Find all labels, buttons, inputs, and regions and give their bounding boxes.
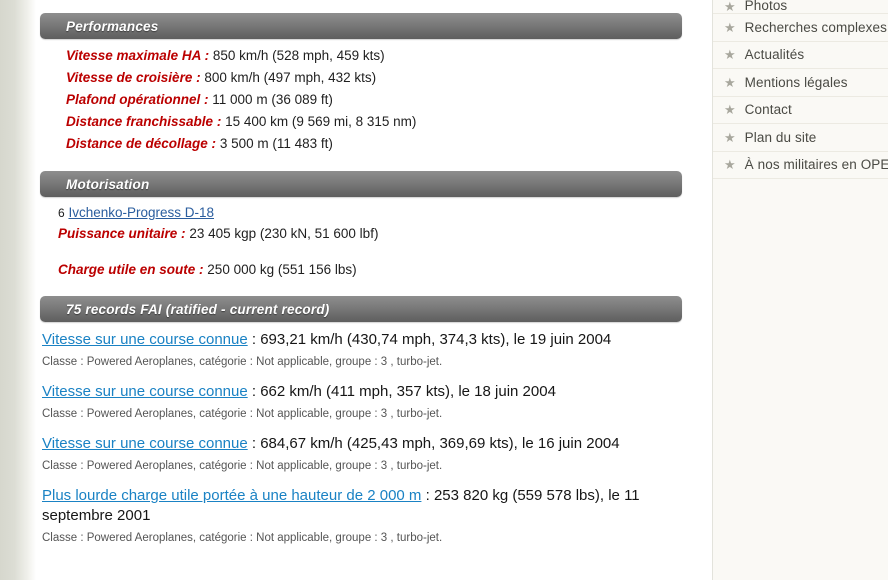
record-meta: Classe : Powered Aeroplanes, catégorie :… (42, 532, 443, 544)
column-divider (712, 0, 713, 580)
sidebar-nav-list: ★ Photos ★ Recherches complexes ★ Actual… (713, 0, 888, 179)
left-gutter-gradient (0, 0, 36, 580)
sidebar-item-label: À nos militaires en OPEX (744, 157, 888, 173)
star-icon: ★ (724, 157, 736, 173)
spec-value: 23 405 kgp (230 kN, 51 600 lbf) (189, 226, 379, 241)
spec-value: 11 000 m (36 089 ft) (212, 92, 333, 107)
spec-label: Vitesse de croisière : (66, 70, 201, 85)
section-header-motorisation: Motorisation (40, 171, 682, 197)
record-item: Vitesse sur une course connue : 693,21 k… (38, 330, 712, 369)
record-main-line: Plus lourde charge utile portée à une ha… (40, 486, 712, 526)
section-header-records: 75 records FAI (ratified - current recor… (40, 296, 682, 322)
engine-count: 6 (58, 206, 65, 220)
spec-label: Vitesse maximale HA : (66, 48, 210, 63)
star-icon: ★ (724, 0, 736, 14)
spec-row: Distance franchissable : 15 400 km (9 56… (66, 111, 712, 133)
record-meta: Classe : Powered Aeroplanes, catégorie :… (42, 356, 443, 368)
record-meta: Classe : Powered Aeroplanes, catégorie :… (42, 460, 443, 472)
record-link[interactable]: Vitesse sur une course connue (42, 383, 248, 400)
spec-value: 800 km/h (497 mph, 432 kts) (204, 70, 377, 85)
record-main-line: Vitesse sur une course connue : 693,21 k… (40, 330, 712, 350)
sidebar-item-label: Plan du site (744, 129, 817, 145)
record-item: Vitesse sur une course connue : 684,67 k… (38, 434, 712, 473)
record-item: Vitesse sur une course connue : 662 km/h… (38, 382, 712, 421)
sidebar-item-actualites[interactable]: ★ Actualités (713, 42, 888, 69)
engine-link[interactable]: Ivchenko-Progress D-18 (68, 205, 215, 220)
spec-label: Plafond opérationnel : (66, 92, 209, 107)
spec-value: 15 400 km (9 569 mi, 8 315 nm) (225, 114, 417, 129)
record-value: : 662 km/h (411 mph, 357 kts), le 18 jui… (247, 383, 556, 400)
payload-row: Charge utile en soute : 250 000 kg (551 … (58, 259, 712, 281)
record-link[interactable]: Vitesse sur une course connue (42, 331, 248, 348)
star-icon: ★ (724, 102, 736, 118)
sidebar-item-label: Actualités (744, 47, 805, 63)
section-title-records: 75 records FAI (ratified - current recor… (66, 301, 330, 317)
section-title-motorisation: Motorisation (66, 176, 150, 192)
record-value: : 684,67 km/h (425,43 mph, 369,69 kts), … (247, 435, 620, 452)
engine-power-row: Puissance unitaire : 23 405 kgp (230 kN,… (58, 223, 712, 245)
sidebar-item-label: Photos (744, 0, 788, 13)
engine-row: 6 Ivchenko-Progress D-18 (58, 203, 712, 223)
spec-row: Plafond opérationnel : 11 000 m (36 089 … (66, 89, 712, 111)
record-main-line: Vitesse sur une course connue : 684,67 k… (40, 434, 712, 454)
spec-row: Distance de décollage : 3 500 m (11 483 … (66, 133, 712, 155)
spec-row: Vitesse de croisière : 800 km/h (497 mph… (66, 67, 712, 89)
section-title-performances: Performances (66, 18, 159, 34)
right-sidebar: ★ Photos ★ Recherches complexes ★ Actual… (713, 0, 888, 580)
sidebar-item-photos[interactable]: ★ Photos (713, 0, 888, 14)
sidebar-item-mentions-legales[interactable]: ★ Mentions légales (713, 69, 888, 97)
section-header-performances: Performances (40, 13, 682, 39)
record-item: Plus lourde charge utile portée à une ha… (38, 486, 712, 545)
sidebar-item-recherches-complexes[interactable]: ★ Recherches complexes (713, 14, 888, 42)
spec-label: Puissance unitaire : (58, 226, 186, 241)
record-link[interactable]: Vitesse sur une course connue (42, 435, 248, 452)
sidebar-item-label: Contact (744, 102, 792, 118)
star-icon: ★ (724, 47, 736, 63)
spec-label: Distance de décollage : (66, 136, 217, 151)
record-value: : 253 820 kg (559 578 lbs), le 11 septem… (42, 487, 640, 524)
record-value: : 693,21 km/h (430,74 mph, 374,3 kts), l… (247, 331, 612, 348)
star-icon: ★ (724, 19, 736, 35)
spec-row: Vitesse maximale HA : 850 km/h (528 mph,… (66, 45, 712, 67)
sidebar-item-label: Mentions légales (744, 74, 848, 90)
spec-label: Distance franchissable : (66, 114, 222, 129)
motorisation-block: 6 Ivchenko-Progress D-18 Puissance unita… (36, 197, 712, 281)
spec-value: 250 000 kg (551 156 lbs) (207, 262, 357, 277)
record-link[interactable]: Plus lourde charge utile portée à une ha… (42, 487, 422, 504)
sidebar-item-a-nos-militaires-en-opex[interactable]: ★ À nos militaires en OPEX (713, 152, 888, 179)
star-icon: ★ (724, 74, 736, 90)
star-icon: ★ (724, 129, 736, 145)
spacer (58, 245, 712, 259)
sidebar-item-plan-du-site[interactable]: ★ Plan du site (713, 124, 888, 152)
record-meta: Classe : Powered Aeroplanes, catégorie :… (42, 408, 443, 420)
sidebar-item-contact[interactable]: ★ Contact (713, 97, 888, 124)
records-list: Vitesse sur une course connue : 693,21 k… (36, 322, 712, 545)
record-main-line: Vitesse sur une course connue : 662 km/h… (40, 382, 712, 402)
spec-value: 850 km/h (528 mph, 459 kts) (212, 48, 385, 63)
spec-label: Charge utile en soute : (58, 262, 204, 277)
spec-value: 3 500 m (11 483 ft) (219, 136, 333, 151)
main-content-column: Performances Vitesse maximale HA : 850 k… (36, 0, 712, 580)
sidebar-item-label: Recherches complexes (744, 19, 887, 35)
performances-spec-list: Vitesse maximale HA : 850 km/h (528 mph,… (36, 39, 712, 155)
